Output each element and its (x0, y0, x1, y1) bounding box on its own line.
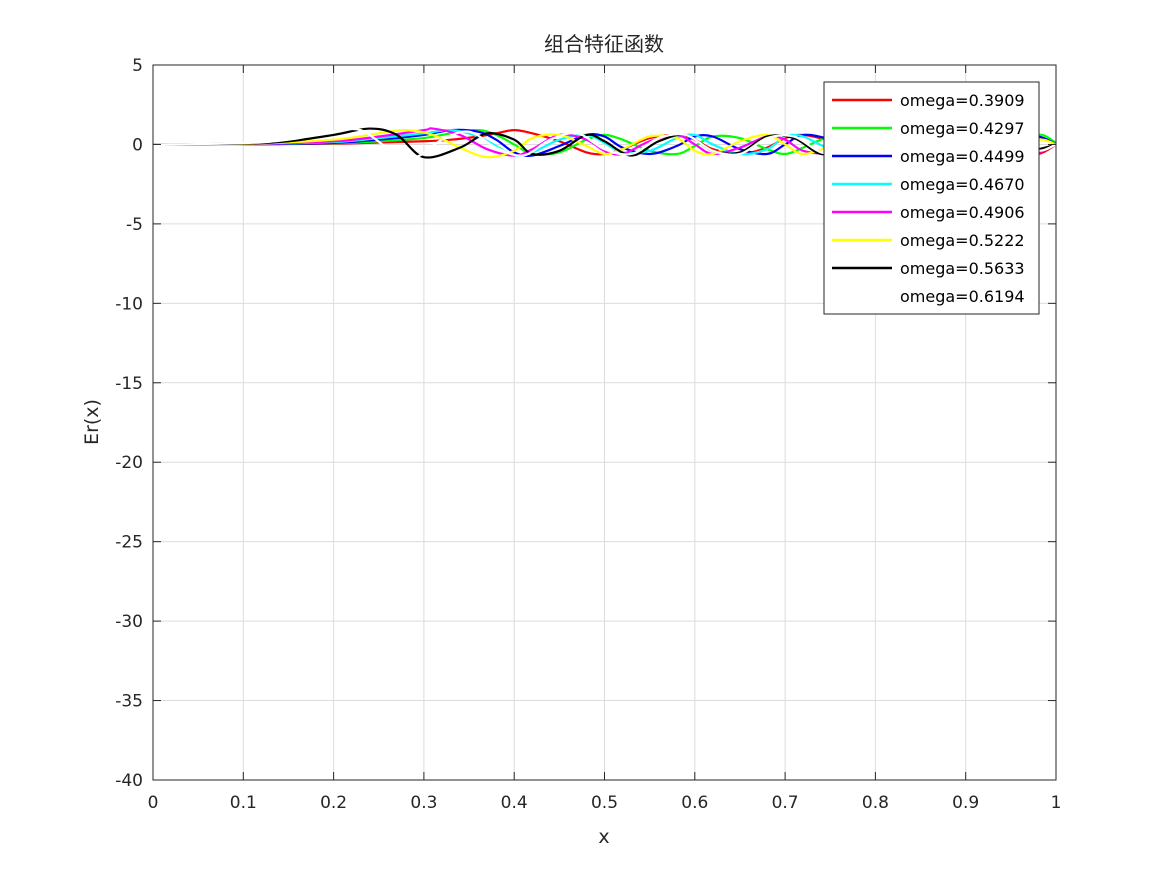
x-tick-label: 0.2 (320, 793, 347, 813)
y-tick-label: -20 (115, 453, 143, 473)
y-tick-label: 0 (132, 135, 143, 155)
x-tick-label: 0.1 (230, 793, 257, 813)
y-tick-label: -15 (115, 374, 143, 394)
legend-label: omega=0.6194 (900, 287, 1025, 306)
x-tick-label: 0.5 (591, 793, 618, 813)
x-tick-label: 0.8 (862, 793, 889, 813)
y-tick-label: -5 (126, 215, 143, 235)
legend: omega=0.3909 omega=0.4297 omega=0.4499 omeg… (823, 81, 1040, 315)
x-tick-label: 0.4 (501, 793, 528, 813)
y-tick-label: -25 (115, 533, 143, 553)
y-tick-label: -40 (115, 771, 143, 791)
ticks: 0 0.1 0.2 0.3 0.4 0.5 0.6 0.7 0.8 0.9 1 5 0 -5 -10 -15 -… (115, 56, 1061, 813)
y-tick-label: 5 (132, 56, 143, 76)
x-tick-label: 0.3 (410, 793, 437, 813)
legend-label: omega=0.3909 (900, 91, 1025, 110)
x-tick-label: 0.7 (772, 793, 799, 813)
legend-label: omega=0.4906 (900, 203, 1025, 222)
y-tick-label: -10 (115, 294, 143, 314)
y-tick-label: -30 (115, 612, 143, 632)
chart-title: 组合特征函数 (544, 32, 664, 56)
x-tick-label: 0.9 (952, 793, 979, 813)
legend-label: omega=0.5222 (900, 231, 1025, 250)
x-tick-label: 0.6 (681, 793, 708, 813)
legend-label: omega=0.4297 (900, 119, 1025, 138)
legend-label: omega=0.4499 (900, 147, 1025, 166)
x-axis-label: x (598, 826, 609, 848)
legend-box (823, 81, 1040, 315)
x-tick-label: 0 (148, 793, 159, 813)
y-tick-label: -35 (115, 692, 143, 712)
y-axis-label: Er(x) (81, 399, 103, 445)
legend-label: omega=0.4670 (900, 175, 1025, 194)
x-tick-label: 1 (1051, 793, 1062, 813)
legend-label: omega=0.5633 (900, 259, 1025, 278)
